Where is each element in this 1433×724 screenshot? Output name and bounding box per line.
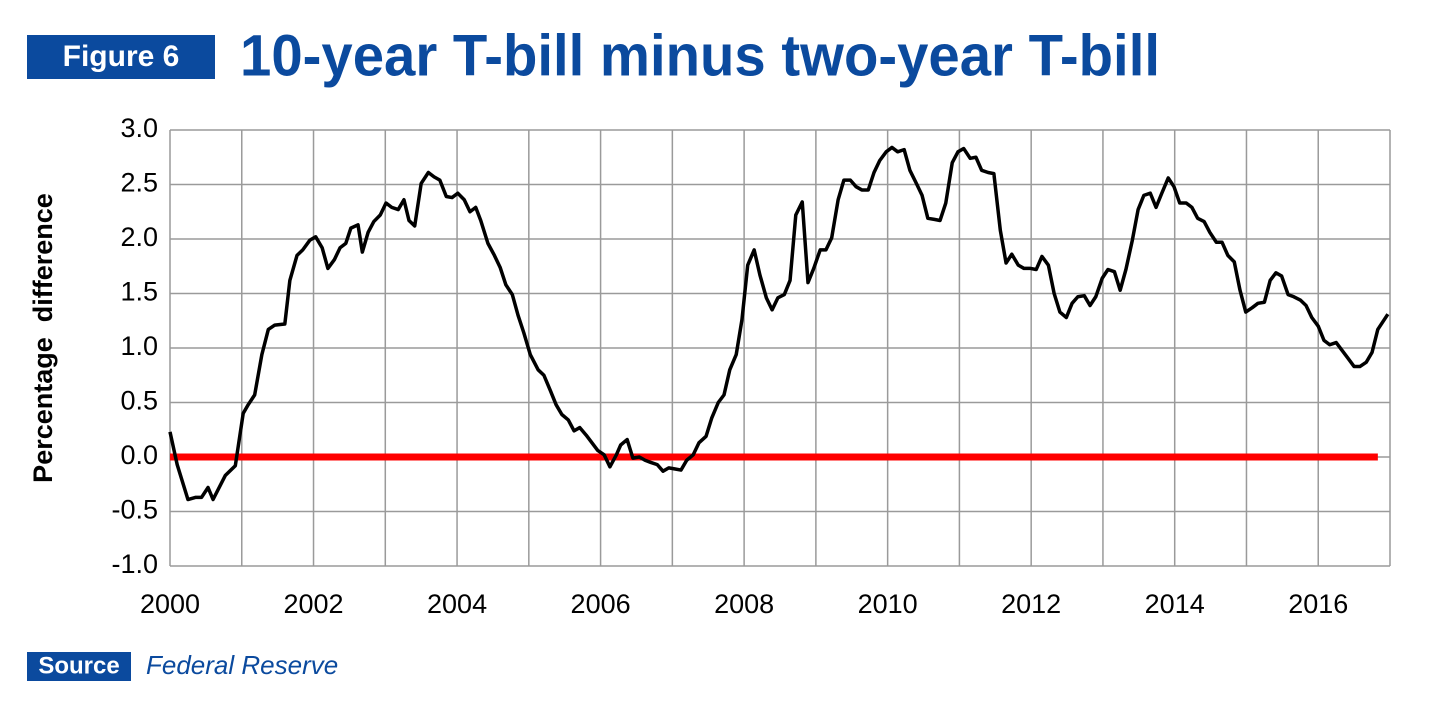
x-tick-label: 2016 [1288,589,1348,619]
x-tick-label: 2002 [283,589,343,619]
y-tick-label: 2.5 [120,168,158,198]
y-tick-label: 2.0 [120,222,158,252]
y-tick-label: 1.5 [120,277,158,307]
y-tick-label: 3.0 [120,113,158,143]
y-tick-label: 1.0 [120,331,158,361]
figure-label: Figure 6 [63,40,180,73]
y-tick-label: -0.5 [111,495,158,525]
source-label: Source [38,652,119,679]
y-axis-label: Percentage difference [28,193,58,483]
x-tick-label: 2014 [1145,589,1205,619]
x-tick-label: 2008 [714,589,774,619]
data-line [168,145,1390,502]
y-tick-label: -1.0 [111,549,158,579]
plot-area: -1.0 -0.5 0.0 0.5 1.0 1.5 2.0 2.5 3.0 2000 2002 200… [111,113,1391,619]
source-badge [27,652,131,681]
y-tick-label: 0.5 [120,386,158,416]
y-tick-label: 0.0 [120,440,158,470]
x-tick-label: 2004 [427,589,487,619]
chart-title: 10-year T-bill minus two-year T-bill [240,23,1160,88]
x-tick-label: 2010 [858,589,918,619]
x-tick-label: 2006 [571,589,631,619]
figure-badge [27,35,215,79]
x-tick-label: 2000 [140,589,200,619]
x-tick-label: 2012 [1001,589,1061,619]
source-text: Federal Reserve [146,650,338,680]
